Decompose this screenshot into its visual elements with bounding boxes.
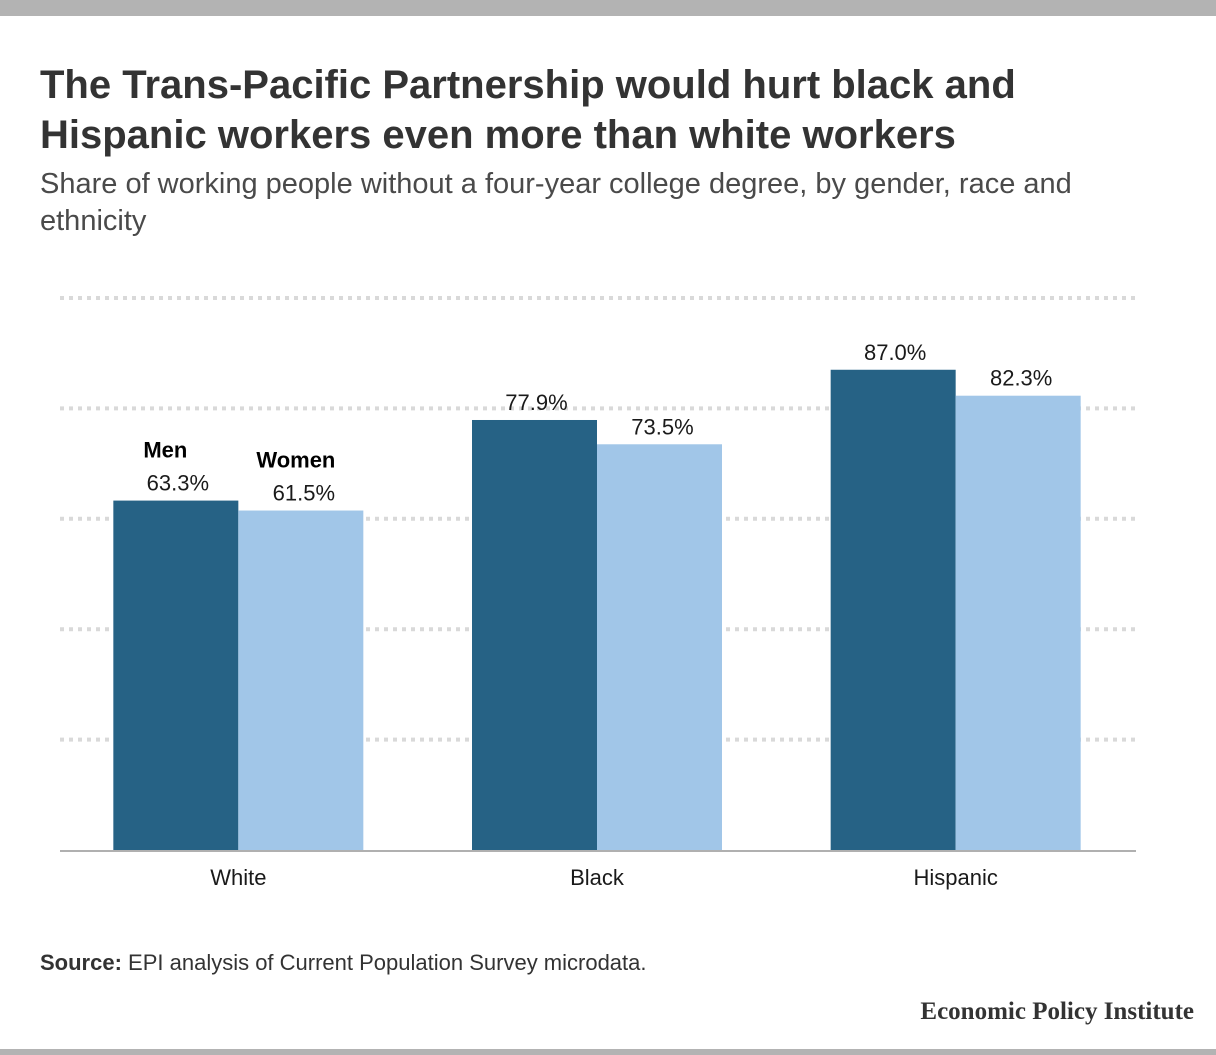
bars [113, 369, 1081, 850]
x-tick-label-hispanic: Hispanic [913, 865, 997, 890]
bottom-rule [0, 1049, 1216, 1055]
data-label-men-hispanic: 87.0% [864, 340, 926, 365]
bar-women-black [597, 444, 722, 850]
top-rule [0, 0, 1216, 16]
data-label-women-hispanic: 82.3% [990, 366, 1052, 391]
chart-subtitle: Share of working people without a four-y… [40, 168, 1072, 237]
source-label: Source: [40, 950, 122, 975]
legend-label-men: Men [143, 438, 187, 463]
data-labels: 63.3% Men 61.5% Women 77.9% 73.5% 87.0% 82.3% [143, 340, 1052, 506]
x-tick-labels: White Black Hispanic [210, 865, 998, 890]
bar-men-hispanic [830, 369, 956, 850]
data-label-men-white: 63.3% [147, 471, 209, 496]
x-tick-label-white: White [210, 865, 266, 890]
source-note: Source: EPI analysis of Current Populati… [40, 950, 647, 976]
chart-title: The Trans-Pacific Partnership would hurt… [40, 63, 1016, 157]
data-label-women-black: 73.5% [631, 414, 693, 439]
gridlines [60, 296, 1136, 852]
brand-logo-text: Economic Policy Institute [920, 998, 1194, 1025]
x-tick-label-black: Black [570, 865, 625, 890]
source-text: EPI analysis of Current Population Surve… [121, 950, 647, 975]
bar-women-white [238, 510, 364, 850]
bar-men-white [113, 500, 239, 850]
legend-label-women: Women [256, 448, 335, 473]
bar-women-hispanic [955, 395, 1081, 850]
bar-men-black [472, 419, 597, 850]
data-label-men-black: 77.9% [505, 390, 567, 415]
data-label-women-white: 61.5% [273, 481, 335, 506]
